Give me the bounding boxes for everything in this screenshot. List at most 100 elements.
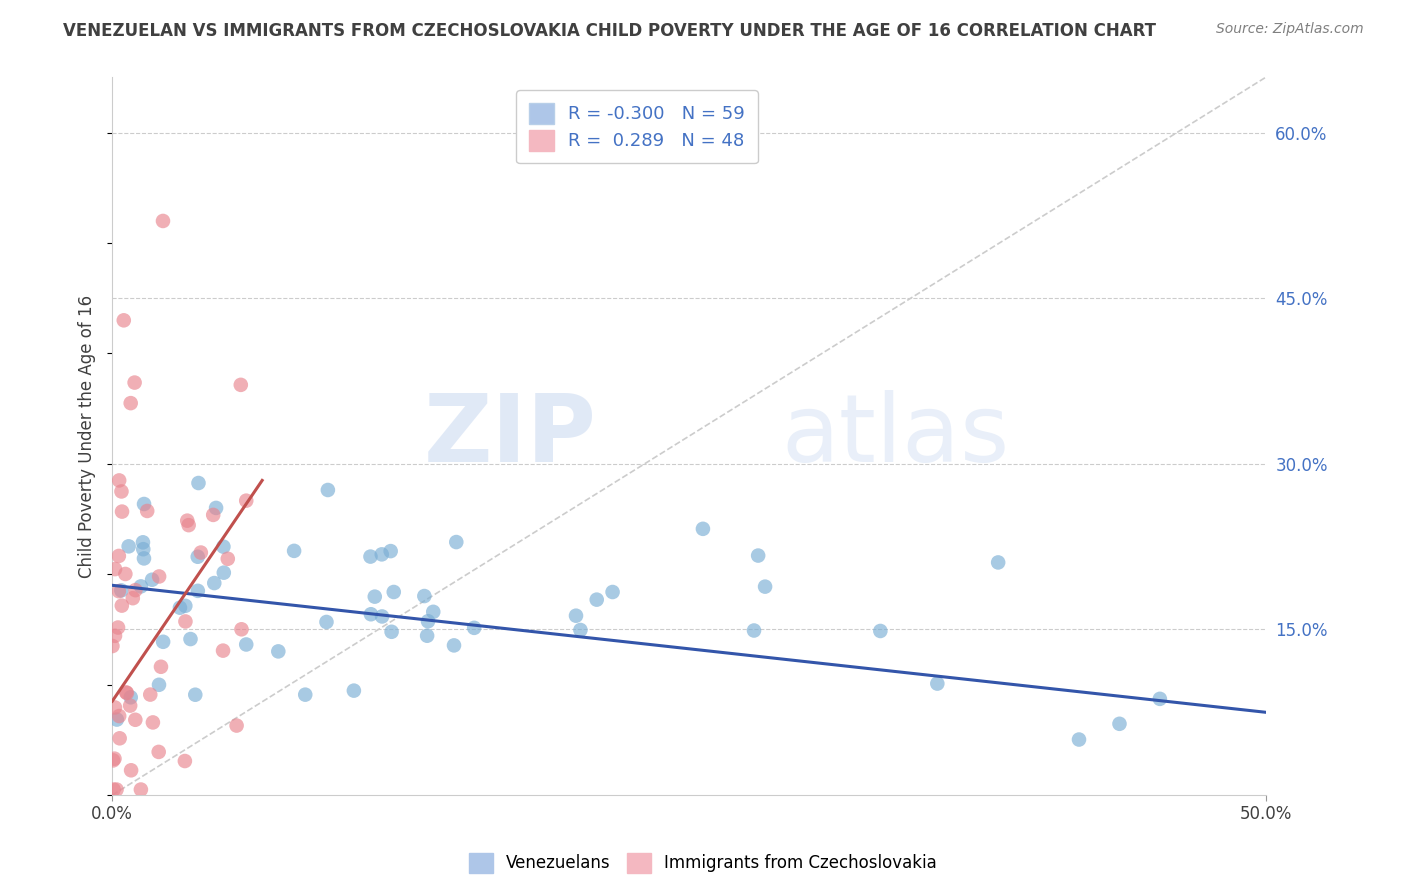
Point (173, 754, 195, 768)
Point (124, 376, 146, 390)
Point (184, 688, 207, 702)
Point (120, 764, 142, 778)
Point (176, 514, 198, 528)
Point (101, 753, 124, 767)
Point (148, 745, 170, 759)
Text: Source: ZipAtlas.com: Source: ZipAtlas.com (1216, 22, 1364, 37)
Point (108, 731, 131, 746)
Point (569, 623, 592, 637)
Point (169, 600, 191, 615)
Point (202, 508, 225, 522)
Point (205, 500, 228, 515)
Point (101, 639, 124, 653)
Point (139, 688, 162, 702)
Point (869, 624, 891, 638)
Point (104, 562, 127, 576)
Point (267, 644, 290, 658)
Point (463, 621, 485, 635)
Point (108, 474, 131, 488)
Point (132, 535, 155, 549)
Point (105, 713, 128, 727)
Point (121, 591, 143, 606)
Point (120, 396, 142, 410)
Point (187, 583, 209, 598)
Point (152, 635, 174, 649)
Point (105, 782, 128, 797)
Point (381, 624, 404, 639)
Point (108, 549, 131, 563)
Point (360, 607, 382, 622)
Point (152, 214, 174, 228)
Point (103, 752, 125, 766)
Point (174, 615, 197, 629)
Point (111, 505, 134, 519)
Point (422, 605, 444, 619)
Point (446, 535, 468, 549)
Point (115, 686, 138, 700)
Point (927, 676, 949, 690)
Point (585, 592, 607, 607)
Point (110, 484, 132, 499)
Point (315, 615, 337, 629)
Legend: R = -0.300   N = 59, R =  0.289   N = 48: R = -0.300 N = 59, R = 0.289 N = 48 (516, 90, 758, 163)
Point (416, 614, 439, 628)
Point (371, 609, 394, 624)
Point (747, 549, 769, 563)
Point (187, 475, 209, 490)
Point (179, 632, 201, 646)
Point (129, 782, 152, 797)
Point (754, 580, 776, 594)
Point (416, 629, 439, 643)
Legend: Venezuelans, Immigrants from Czechoslovakia: Venezuelans, Immigrants from Czechoslova… (463, 847, 943, 880)
Point (212, 643, 235, 657)
Point (141, 573, 163, 587)
Point (217, 551, 239, 566)
Point (294, 688, 316, 702)
Point (124, 713, 146, 727)
Point (235, 493, 257, 508)
Point (110, 583, 132, 598)
Point (132, 542, 155, 557)
Point (212, 566, 235, 580)
Point (1067, 732, 1090, 747)
Point (231, 622, 253, 636)
Y-axis label: Child Poverty Under the Age of 16: Child Poverty Under the Age of 16 (79, 294, 96, 578)
Point (132, 497, 155, 511)
Point (114, 566, 136, 581)
Point (111, 599, 134, 613)
Point (104, 700, 127, 714)
Point (112, 313, 135, 327)
Point (120, 690, 142, 705)
Point (148, 569, 170, 583)
Point (174, 599, 197, 613)
Point (190, 545, 212, 559)
Point (129, 579, 152, 593)
Point (364, 590, 387, 604)
Point (120, 698, 142, 713)
Point (602, 585, 624, 599)
Point (692, 522, 714, 536)
Point (187, 549, 209, 564)
Point (1149, 691, 1171, 706)
Point (235, 638, 257, 652)
Point (118, 539, 141, 553)
Point (380, 544, 402, 558)
Point (177, 518, 200, 533)
Text: atlas: atlas (782, 391, 1010, 483)
Point (742, 624, 765, 638)
Point (1108, 716, 1130, 731)
Point (132, 551, 155, 566)
Point (343, 683, 366, 698)
Point (142, 715, 165, 730)
Point (229, 377, 252, 392)
Point (987, 556, 1010, 570)
Point (115, 685, 138, 699)
Point (443, 639, 465, 653)
Point (202, 576, 225, 591)
Point (283, 544, 305, 558)
Point (108, 584, 131, 599)
Point (565, 608, 588, 623)
Point (107, 621, 129, 635)
Point (148, 678, 170, 692)
Point (104, 629, 127, 643)
